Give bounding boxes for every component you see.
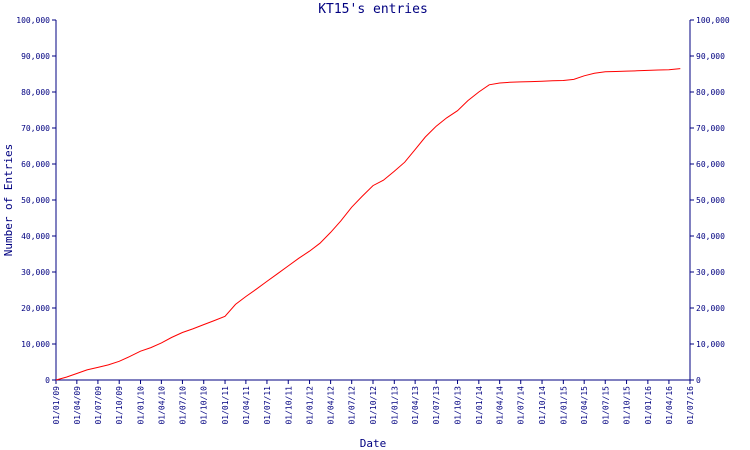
x-tick-label: 01/10/09 — [115, 386, 124, 425]
x-tick-label: 01/07/15 — [601, 386, 610, 425]
x-tick-label: 01/01/14 — [475, 386, 484, 425]
y-tick-label-left: 40,000 — [21, 232, 50, 241]
x-tick-label: 01/01/10 — [137, 386, 146, 425]
x-tick-label: 01/10/15 — [623, 386, 632, 425]
y-tick-label-left: 30,000 — [21, 268, 50, 277]
x-tick-label: 01/10/10 — [200, 386, 209, 425]
y-tick-label-left: 70,000 — [21, 124, 50, 133]
x-tick-label: 01/04/13 — [411, 386, 420, 425]
x-tick-label: 01/04/14 — [496, 386, 505, 425]
x-tick-label: 01/01/12 — [306, 386, 315, 425]
y-tick-label-right: 70,000 — [696, 124, 725, 133]
x-tick-label: 01/07/13 — [432, 386, 441, 425]
y-tick-label-right: 60,000 — [696, 160, 725, 169]
y-tick-label-left: 10,000 — [21, 340, 50, 349]
y-tick-label-right: 50,000 — [696, 196, 725, 205]
x-tick-label: 01/10/14 — [538, 386, 547, 425]
x-tick-label: 01/10/11 — [284, 386, 293, 425]
x-tick-label: 01/01/15 — [559, 386, 568, 425]
x-tick-label: 01/07/11 — [263, 386, 272, 425]
y-tick-label-right: 30,000 — [696, 268, 725, 277]
y-tick-label-right: 40,000 — [696, 232, 725, 241]
x-axis-label: Date — [360, 437, 387, 450]
y-tick-label-left: 100,000 — [16, 16, 50, 25]
x-tick-label: 01/01/16 — [644, 386, 653, 425]
y-tick-label-right: 0 — [696, 376, 701, 385]
x-tick-label: 01/04/11 — [242, 386, 251, 425]
series-line-entries — [55, 68, 681, 381]
x-tick-label: 01/07/14 — [517, 386, 526, 425]
y-tick-label-left: 20,000 — [21, 304, 50, 313]
x-tick-label: 01/10/12 — [369, 386, 378, 425]
chart-title: KT15's entries — [318, 2, 428, 17]
y-tick-label-left: 0 — [45, 376, 50, 385]
x-tick-label: 01/04/15 — [580, 386, 589, 425]
y-tick-label-left: 60,000 — [21, 160, 50, 169]
x-tick-label: 01/04/12 — [327, 386, 336, 425]
y-tick-label-left: 80,000 — [21, 88, 50, 97]
y-tick-label-left: 90,000 — [21, 52, 50, 61]
x-tick-label: 01/07/10 — [178, 386, 187, 425]
x-tick-label: 01/01/11 — [221, 386, 230, 425]
x-tick-label: 01/07/16 — [686, 386, 695, 425]
y-tick-label-right: 10,000 — [696, 340, 725, 349]
y-axis-label: Number of Entries — [2, 144, 15, 257]
x-tick-label: 01/04/09 — [73, 386, 82, 425]
y-tick-label-right: 80,000 — [696, 88, 725, 97]
x-tick-label: 01/10/13 — [454, 386, 463, 425]
x-tick-label: 01/07/12 — [348, 386, 357, 425]
x-tick-label: 01/01/13 — [390, 386, 399, 425]
x-tick-label: 01/04/10 — [157, 386, 166, 425]
y-tick-label-left: 50,000 — [21, 196, 50, 205]
x-tick-label: 01/01/09 — [52, 386, 61, 425]
y-tick-label-right: 100,000 — [696, 16, 730, 25]
x-tick-label: 01/07/09 — [94, 386, 103, 425]
y-tick-label-right: 90,000 — [696, 52, 725, 61]
x-tick-label: 01/04/16 — [665, 386, 674, 425]
y-tick-label-right: 20,000 — [696, 304, 725, 313]
